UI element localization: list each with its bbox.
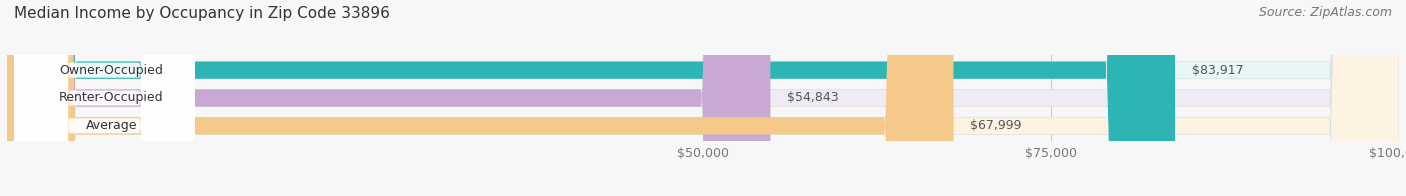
Text: $54,843: $54,843 [787,92,839,104]
FancyBboxPatch shape [7,0,770,196]
FancyBboxPatch shape [7,0,1399,196]
Text: $83,917: $83,917 [1192,64,1243,77]
FancyBboxPatch shape [7,0,1399,196]
FancyBboxPatch shape [14,0,195,196]
Text: Average: Average [86,119,138,132]
Text: Renter-Occupied: Renter-Occupied [59,92,163,104]
FancyBboxPatch shape [7,0,953,196]
Text: Owner-Occupied: Owner-Occupied [59,64,163,77]
Text: Median Income by Occupancy in Zip Code 33896: Median Income by Occupancy in Zip Code 3… [14,6,389,21]
Text: Source: ZipAtlas.com: Source: ZipAtlas.com [1258,6,1392,19]
Text: $67,999: $67,999 [970,119,1022,132]
FancyBboxPatch shape [7,0,1175,196]
FancyBboxPatch shape [14,0,195,196]
FancyBboxPatch shape [7,0,1399,196]
FancyBboxPatch shape [14,0,195,196]
